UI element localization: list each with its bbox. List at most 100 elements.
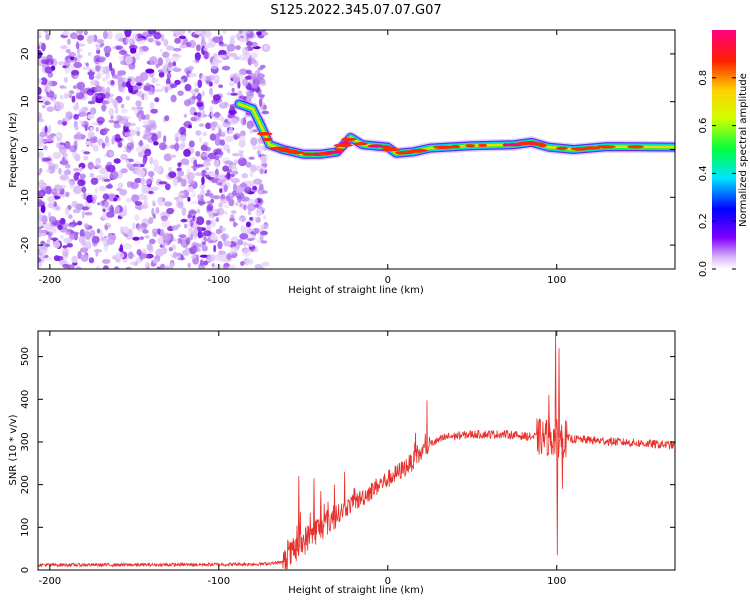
noise-blob [128, 251, 134, 260]
noise-blob [105, 73, 110, 79]
noise-blob [218, 84, 224, 89]
noise-blob [47, 196, 55, 203]
noise-blob [166, 207, 175, 215]
noise-blob [217, 240, 223, 250]
noise-blob [252, 186, 257, 191]
noise-blob [38, 95, 42, 100]
noise-blob [69, 180, 75, 190]
noise-blob [233, 183, 237, 193]
noise-blob [130, 261, 136, 266]
noise-blob [250, 231, 255, 235]
noise-blob [127, 135, 133, 142]
y-tick-label: 0 [20, 567, 31, 573]
noise-blob [218, 250, 227, 255]
noise-blob [177, 162, 182, 168]
noise-blob [77, 179, 86, 187]
noise-blob [66, 38, 71, 45]
noise-blob [153, 165, 163, 173]
colorbar-tick-label: 0.6 [698, 118, 709, 134]
noise-blob [237, 30, 244, 35]
noise-blob [155, 63, 160, 69]
noise-blob [206, 203, 214, 211]
noise-blob [94, 187, 99, 194]
noise-blob [121, 81, 127, 88]
noise-blob [187, 30, 192, 34]
noise-blob [136, 130, 141, 137]
noise-blob [259, 30, 267, 33]
noise-blob [248, 156, 255, 160]
noise-blob [113, 100, 118, 109]
x-tick-label: 0 [385, 576, 391, 587]
noise-blob [228, 264, 237, 269]
noise-blob [239, 135, 246, 145]
noise-blob [132, 163, 138, 167]
noise-blob [158, 181, 168, 185]
noise-blob [136, 33, 143, 38]
noise-blob [83, 192, 87, 200]
noise-blob [203, 50, 209, 60]
spectrogram-y-label: Frequency (Hz) [8, 112, 19, 188]
noise-blob [201, 169, 207, 177]
noise-blob [188, 72, 197, 78]
noise-blob [91, 95, 97, 103]
noise-blob [197, 193, 202, 200]
noise-blob [83, 223, 89, 229]
noise-blob [213, 173, 218, 179]
noise-blob [89, 229, 96, 237]
noise-blob [216, 125, 222, 130]
noise-blob [89, 107, 97, 115]
noise-blob [58, 184, 67, 189]
noise-blob [124, 30, 131, 38]
noise-blob [50, 237, 59, 241]
noise-blob [85, 140, 91, 146]
noise-blob [243, 116, 247, 126]
noise-blob [86, 239, 92, 246]
noise-blob [258, 94, 266, 98]
noise-blob [224, 135, 234, 143]
noise-blob [164, 183, 171, 191]
noise-blob [75, 92, 85, 100]
noise-blob [38, 35, 43, 39]
noise-blob [154, 88, 164, 93]
noise-blob [138, 90, 142, 97]
noise-blob [229, 214, 235, 219]
noise-blob [219, 188, 223, 194]
noise-blob [97, 138, 104, 146]
noise-blob [47, 202, 55, 209]
noise-blob [152, 201, 157, 207]
noise-blob [170, 261, 174, 269]
noise-blob [260, 224, 269, 229]
noise-blob [250, 137, 258, 146]
ridge-hotspot [325, 150, 343, 154]
noise-blob [71, 95, 76, 103]
noise-blob [183, 148, 191, 157]
noise-blob [64, 169, 71, 175]
noise-blob [212, 195, 221, 200]
noise-blob [78, 236, 86, 244]
noise-blob [90, 177, 99, 185]
noise-blob [210, 235, 219, 241]
noise-blob [213, 94, 221, 101]
noise-blob [208, 87, 214, 96]
noise-blob [192, 93, 196, 97]
noise-blob [120, 103, 125, 109]
noise-blob [49, 228, 57, 235]
noise-blob [120, 168, 128, 174]
noise-blob [41, 215, 48, 224]
noise-blob [153, 32, 162, 40]
noise-blob [59, 45, 68, 50]
noise-blob [243, 204, 247, 211]
ridge-hotspot [401, 150, 414, 154]
noise-blob [241, 78, 249, 87]
x-tick-label: -100 [207, 275, 230, 286]
noise-blob [55, 101, 65, 110]
noise-blob [113, 158, 121, 164]
noise-blob [139, 236, 144, 241]
noise-blob [38, 257, 42, 263]
noise-blob [72, 105, 79, 111]
noise-blob [187, 97, 196, 105]
noise-blob [258, 98, 263, 107]
noise-blob [249, 172, 254, 178]
noise-blob [250, 52, 258, 59]
noise-blob [126, 37, 132, 43]
